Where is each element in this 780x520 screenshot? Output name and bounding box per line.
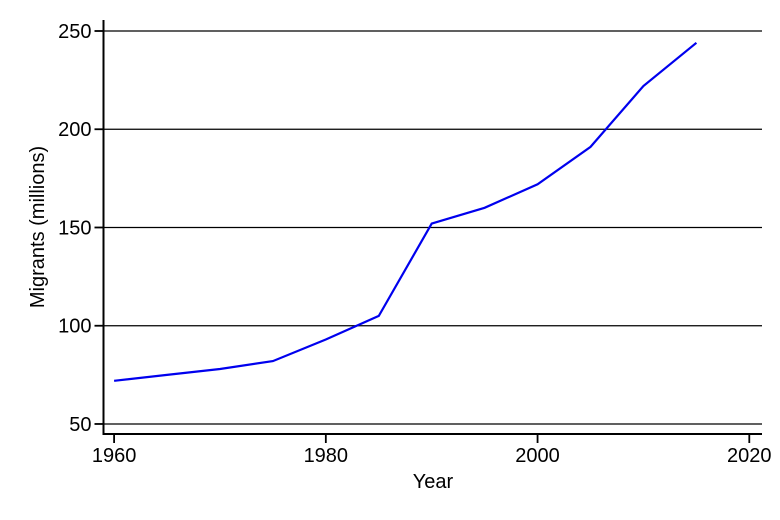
x-axis-title: Year <box>413 471 454 493</box>
x-tick-label-1960: 1960 <box>92 445 137 467</box>
x-tick-label-2000: 2000 <box>515 445 560 467</box>
x-tick-label-1980: 1980 <box>304 445 349 467</box>
gridlines <box>103 30 762 425</box>
tick-labels: 50 100 150 200 250 1960 1980 2000 2020 <box>58 21 771 467</box>
x-tick-label-2020: 2020 <box>727 445 772 467</box>
ticks <box>94 30 751 443</box>
y-axis-title: Migrants (millions) <box>27 146 49 308</box>
y-tick-label-50: 50 <box>69 414 91 436</box>
data-series <box>113 41 698 382</box>
y-tick-label-250: 250 <box>58 21 91 43</box>
y-tick-label-100: 100 <box>58 316 91 338</box>
y-tick-label-150: 150 <box>58 217 91 239</box>
data-line-migrants <box>113 41 698 382</box>
y-tick-label-200: 200 <box>58 119 91 141</box>
